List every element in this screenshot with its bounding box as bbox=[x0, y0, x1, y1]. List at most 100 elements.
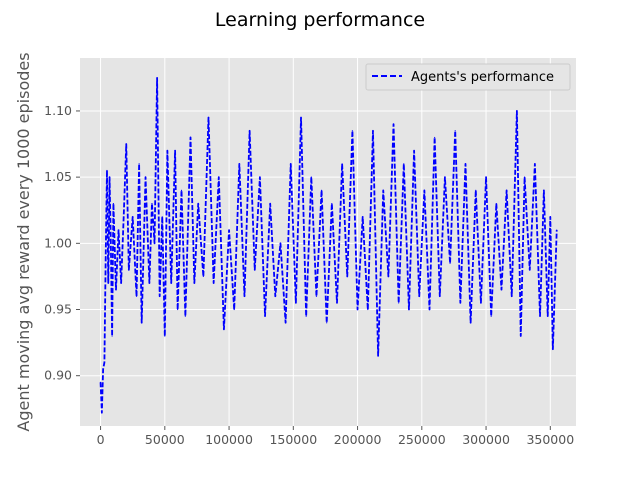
data-point bbox=[475, 189, 477, 191]
data-point bbox=[552, 348, 554, 350]
x-tick-label: 0 bbox=[97, 432, 105, 447]
data-point bbox=[159, 295, 161, 297]
y-tick-label: 1.05 bbox=[44, 169, 72, 184]
data-point bbox=[180, 189, 183, 191]
data-point bbox=[115, 289, 117, 291]
legend: Agents's performance bbox=[365, 63, 571, 91]
data-point bbox=[382, 189, 384, 191]
data-point bbox=[249, 130, 251, 132]
data-point bbox=[500, 289, 503, 291]
data-point bbox=[377, 355, 379, 357]
x-tick-label: 100000 bbox=[205, 432, 253, 447]
data-point bbox=[151, 203, 153, 205]
x-tick-label: 350000 bbox=[526, 432, 574, 447]
y-tick-label: 0.90 bbox=[44, 368, 72, 383]
data-point bbox=[459, 302, 461, 304]
data-point bbox=[223, 328, 225, 330]
data-point bbox=[164, 335, 166, 337]
series-line bbox=[99, 76, 558, 414]
data-point bbox=[202, 275, 204, 278]
data-point bbox=[189, 136, 192, 139]
data-point bbox=[470, 322, 472, 324]
data-point bbox=[102, 368, 104, 370]
data-point bbox=[141, 322, 143, 324]
data-point bbox=[207, 116, 210, 119]
data-point bbox=[120, 282, 122, 284]
data-point bbox=[135, 295, 138, 297]
data-point bbox=[511, 295, 513, 297]
data-point bbox=[556, 229, 558, 231]
data-point bbox=[356, 308, 359, 311]
data-point bbox=[547, 315, 549, 317]
data-point bbox=[326, 322, 328, 324]
data-point bbox=[485, 176, 487, 178]
data-point bbox=[403, 163, 405, 165]
data-point bbox=[464, 163, 467, 165]
data-point bbox=[418, 295, 420, 297]
data-point bbox=[310, 176, 312, 178]
data-point bbox=[543, 189, 545, 191]
x-tick-label: 150000 bbox=[269, 432, 317, 447]
data-point bbox=[153, 242, 156, 244]
legend-box bbox=[365, 63, 571, 91]
data-point bbox=[233, 308, 235, 311]
data-point bbox=[315, 295, 318, 297]
data-point bbox=[264, 315, 266, 317]
data-point bbox=[166, 150, 168, 152]
data-point bbox=[372, 130, 374, 132]
data-point bbox=[99, 381, 102, 383]
data-point bbox=[125, 143, 127, 145]
data-point bbox=[285, 322, 287, 324]
data-point bbox=[434, 136, 436, 139]
data-point bbox=[132, 216, 134, 218]
data-point bbox=[444, 176, 446, 178]
data-point bbox=[218, 176, 220, 178]
data-point bbox=[117, 229, 120, 231]
data-point bbox=[105, 255, 107, 258]
data-point bbox=[259, 176, 261, 178]
data-point bbox=[549, 216, 551, 218]
data-point bbox=[112, 203, 115, 205]
data-point bbox=[423, 189, 425, 191]
data-point bbox=[279, 242, 282, 244]
data-point bbox=[144, 176, 147, 178]
data-point bbox=[341, 163, 343, 165]
data-point bbox=[174, 150, 176, 152]
y-tick-label: 0.95 bbox=[44, 302, 72, 317]
data-point bbox=[413, 150, 415, 152]
data-point bbox=[320, 189, 323, 191]
data-point bbox=[529, 269, 531, 271]
data-point bbox=[524, 176, 526, 178]
data-point bbox=[110, 242, 112, 244]
data-point bbox=[184, 315, 186, 317]
data-point bbox=[295, 302, 297, 304]
x-axis-ticks: 0 50000 100000 150000 200000 250000 300000 3500… bbox=[97, 426, 574, 447]
data-point bbox=[439, 295, 441, 297]
data-point bbox=[408, 308, 410, 311]
data-point bbox=[123, 216, 125, 218]
data-point bbox=[170, 282, 172, 284]
x-tick-label: 300000 bbox=[462, 432, 510, 447]
data-point bbox=[534, 163, 536, 165]
legend-label: Agents's performance bbox=[411, 70, 554, 85]
y-axis-ticks: 0.90 0.95 1.00 1.05 1.10 bbox=[44, 103, 80, 383]
data-point bbox=[480, 302, 482, 304]
data-point bbox=[193, 282, 195, 284]
data-point bbox=[274, 295, 276, 297]
data-point bbox=[228, 229, 230, 231]
data-point bbox=[300, 116, 302, 119]
series-agents-performance bbox=[99, 76, 558, 414]
data-point bbox=[428, 308, 431, 311]
data-point bbox=[331, 203, 333, 205]
data-point bbox=[490, 315, 492, 317]
data-point bbox=[506, 189, 508, 191]
data-point bbox=[362, 216, 364, 218]
data-point bbox=[495, 203, 497, 205]
data-point bbox=[269, 203, 271, 205]
data-point bbox=[213, 282, 215, 284]
data-point bbox=[387, 275, 389, 278]
data-point bbox=[156, 77, 158, 79]
data-point bbox=[161, 216, 163, 218]
data-point bbox=[290, 163, 292, 165]
